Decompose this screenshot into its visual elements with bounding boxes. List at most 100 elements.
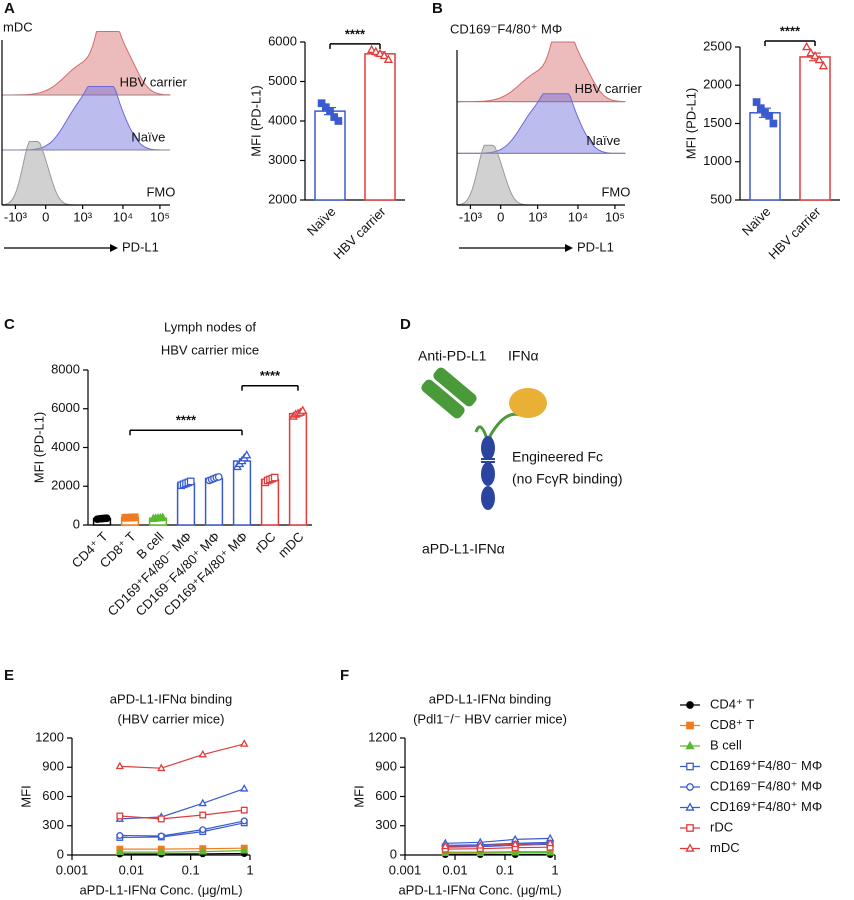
panel-label: D <box>400 316 411 333</box>
series-line <box>445 851 551 853</box>
chart-title: (Pdl1⁻/⁻ HBV carrier mice) <box>413 711 567 726</box>
legend-label: CD169⁺F4/80⁺ MΦ <box>710 799 822 814</box>
series-label: HBV carrier <box>120 74 188 89</box>
y-axis-label: MFI (PD-L1) <box>683 88 698 160</box>
legend-label: CD4⁺ T <box>710 696 754 711</box>
legend-label: CD8⁺ T <box>710 717 754 732</box>
data-point <box>115 847 125 855</box>
y-tick-label: 8000 <box>51 361 80 376</box>
y-tick-label: 900 <box>375 759 397 774</box>
y-tick-label: 2000 <box>703 77 732 92</box>
data-point <box>240 739 249 747</box>
x-axis-label: aPD-L1-IFNα Conc. (μg/mL) <box>398 882 561 897</box>
data-point <box>115 761 125 770</box>
y-tick-label: 2000 <box>51 478 80 493</box>
panel-label: C <box>4 316 15 333</box>
data-point <box>158 512 168 521</box>
y-axis-label: MFI <box>351 785 366 807</box>
data-point <box>240 783 249 792</box>
data-point <box>756 104 765 113</box>
data-point <box>198 749 207 758</box>
x-tick-label: 0.1 <box>182 862 200 877</box>
chart-title: Lymph nodes of <box>164 319 256 334</box>
data-point <box>769 119 778 128</box>
y-tick-label: 600 <box>42 788 64 803</box>
fab-arm <box>433 367 477 407</box>
data-point <box>298 405 308 414</box>
y-tick-label: 5000 <box>268 73 297 88</box>
data-point <box>752 98 761 106</box>
y-tick-label: 0 <box>73 516 80 531</box>
series-line <box>119 743 245 769</box>
data-point <box>199 826 207 834</box>
arrow-head <box>110 244 118 252</box>
legend-marker <box>686 701 694 709</box>
y-tick-label: 2000 <box>268 191 297 206</box>
histogram-curve <box>2 31 171 96</box>
series-label: Naïve <box>131 129 165 144</box>
data-point <box>818 60 829 70</box>
series-line <box>119 820 245 837</box>
x-tick-label: 10⁴ <box>568 209 588 224</box>
y-axis-label: MFI (PD-L1) <box>248 85 263 157</box>
chart-title: HBV carrier mice <box>161 342 259 357</box>
data-point <box>545 847 555 856</box>
legend-marker <box>685 740 695 750</box>
chart-title: aPD-L1-IFNα binding <box>110 691 232 706</box>
x-axis-label: PD-L1 <box>122 239 159 254</box>
bar <box>288 412 308 526</box>
data-point <box>321 103 330 112</box>
y-tick-label: 0 <box>390 846 397 861</box>
y-tick-label: 6000 <box>51 400 80 415</box>
histogram-curve <box>456 144 625 206</box>
y-tick-label: 6000 <box>268 33 297 48</box>
x-tick-label: HBV carrier <box>330 203 389 262</box>
data-point <box>199 811 207 819</box>
y-axis-label: MFI (PD-L1) <box>31 412 46 484</box>
data-point <box>157 815 165 823</box>
legend-marker <box>686 762 694 771</box>
data-point <box>476 841 485 849</box>
legend-marker <box>686 783 694 791</box>
data-point <box>511 847 520 856</box>
legend-marker <box>685 843 695 852</box>
ifn-alpha <box>509 388 547 418</box>
series-line <box>119 788 245 820</box>
y-axis-label: MFI <box>18 785 33 807</box>
series-line <box>445 846 551 850</box>
x-tick-label: 0.01 <box>119 862 144 877</box>
significance-label: **** <box>780 23 801 38</box>
x-tick-label: 0 <box>42 209 49 224</box>
data-point <box>383 54 394 63</box>
bar <box>364 53 396 201</box>
data-point <box>334 117 343 125</box>
y-tick-label: 500 <box>710 191 732 206</box>
data-point <box>116 812 124 820</box>
bar <box>176 482 196 526</box>
y-tick-label: 1000 <box>703 153 732 168</box>
series-label: FMO <box>601 184 630 199</box>
fc-domain <box>481 462 495 486</box>
x-tick-label: 1 <box>551 862 558 877</box>
diagram-label: Engineered Fc <box>512 449 603 465</box>
series-line <box>445 837 551 844</box>
data-point <box>186 477 195 486</box>
data-point <box>157 763 166 772</box>
chart-title: aPD-L1-IFNα binding <box>429 691 551 706</box>
data-point <box>441 841 450 850</box>
series-label: FMO <box>146 184 175 199</box>
series-label: HBV carrier <box>575 81 643 96</box>
diagram-label: aPD-L1-IFNα <box>422 541 505 557</box>
x-tick-label: 10⁵ <box>605 209 625 224</box>
x-axis-label: PD-L1 <box>577 239 614 254</box>
x-tick-label: 0.1 <box>496 862 514 877</box>
y-tick-label: 1200 <box>35 729 64 744</box>
chart-title: (HBV carrier mice) <box>118 711 225 726</box>
series-line <box>119 852 245 855</box>
y-tick-label: 1200 <box>368 729 397 744</box>
series-line <box>445 842 551 847</box>
series-line <box>119 822 245 839</box>
x-tick-label: mDC <box>275 529 307 561</box>
fc-domain <box>481 486 495 510</box>
